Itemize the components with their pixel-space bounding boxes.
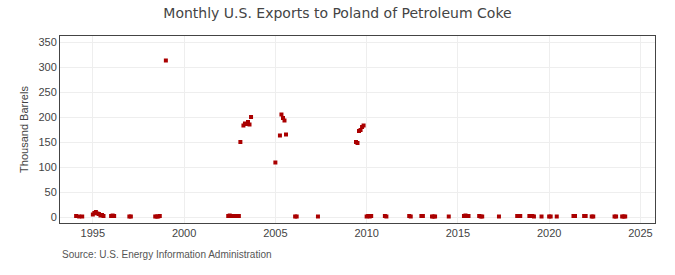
- svg-text:Source: U.S. Energy Informatio: Source: U.S. Energy Information Administ…: [62, 249, 272, 260]
- svg-text:100: 100: [38, 161, 56, 173]
- svg-text:0: 0: [51, 211, 57, 223]
- svg-text:1995: 1995: [81, 227, 105, 239]
- svg-text:2015: 2015: [446, 227, 470, 239]
- svg-text:Monthly U.S. Exports to Poland: Monthly U.S. Exports to Poland of Petrol…: [163, 5, 511, 21]
- svg-text:2005: 2005: [263, 227, 287, 239]
- svg-text:250: 250: [38, 86, 56, 98]
- svg-text:50: 50: [45, 186, 57, 198]
- svg-text:2010: 2010: [354, 227, 378, 239]
- svg-text:Thousand Barrels: Thousand Barrels: [18, 86, 30, 173]
- svg-text:150: 150: [38, 136, 56, 148]
- svg-text:350: 350: [38, 36, 56, 48]
- svg-text:300: 300: [38, 61, 56, 73]
- svg-text:2000: 2000: [172, 227, 196, 239]
- svg-text:2025: 2025: [628, 227, 652, 239]
- svg-text:2020: 2020: [537, 227, 561, 239]
- svg-text:200: 200: [38, 111, 56, 123]
